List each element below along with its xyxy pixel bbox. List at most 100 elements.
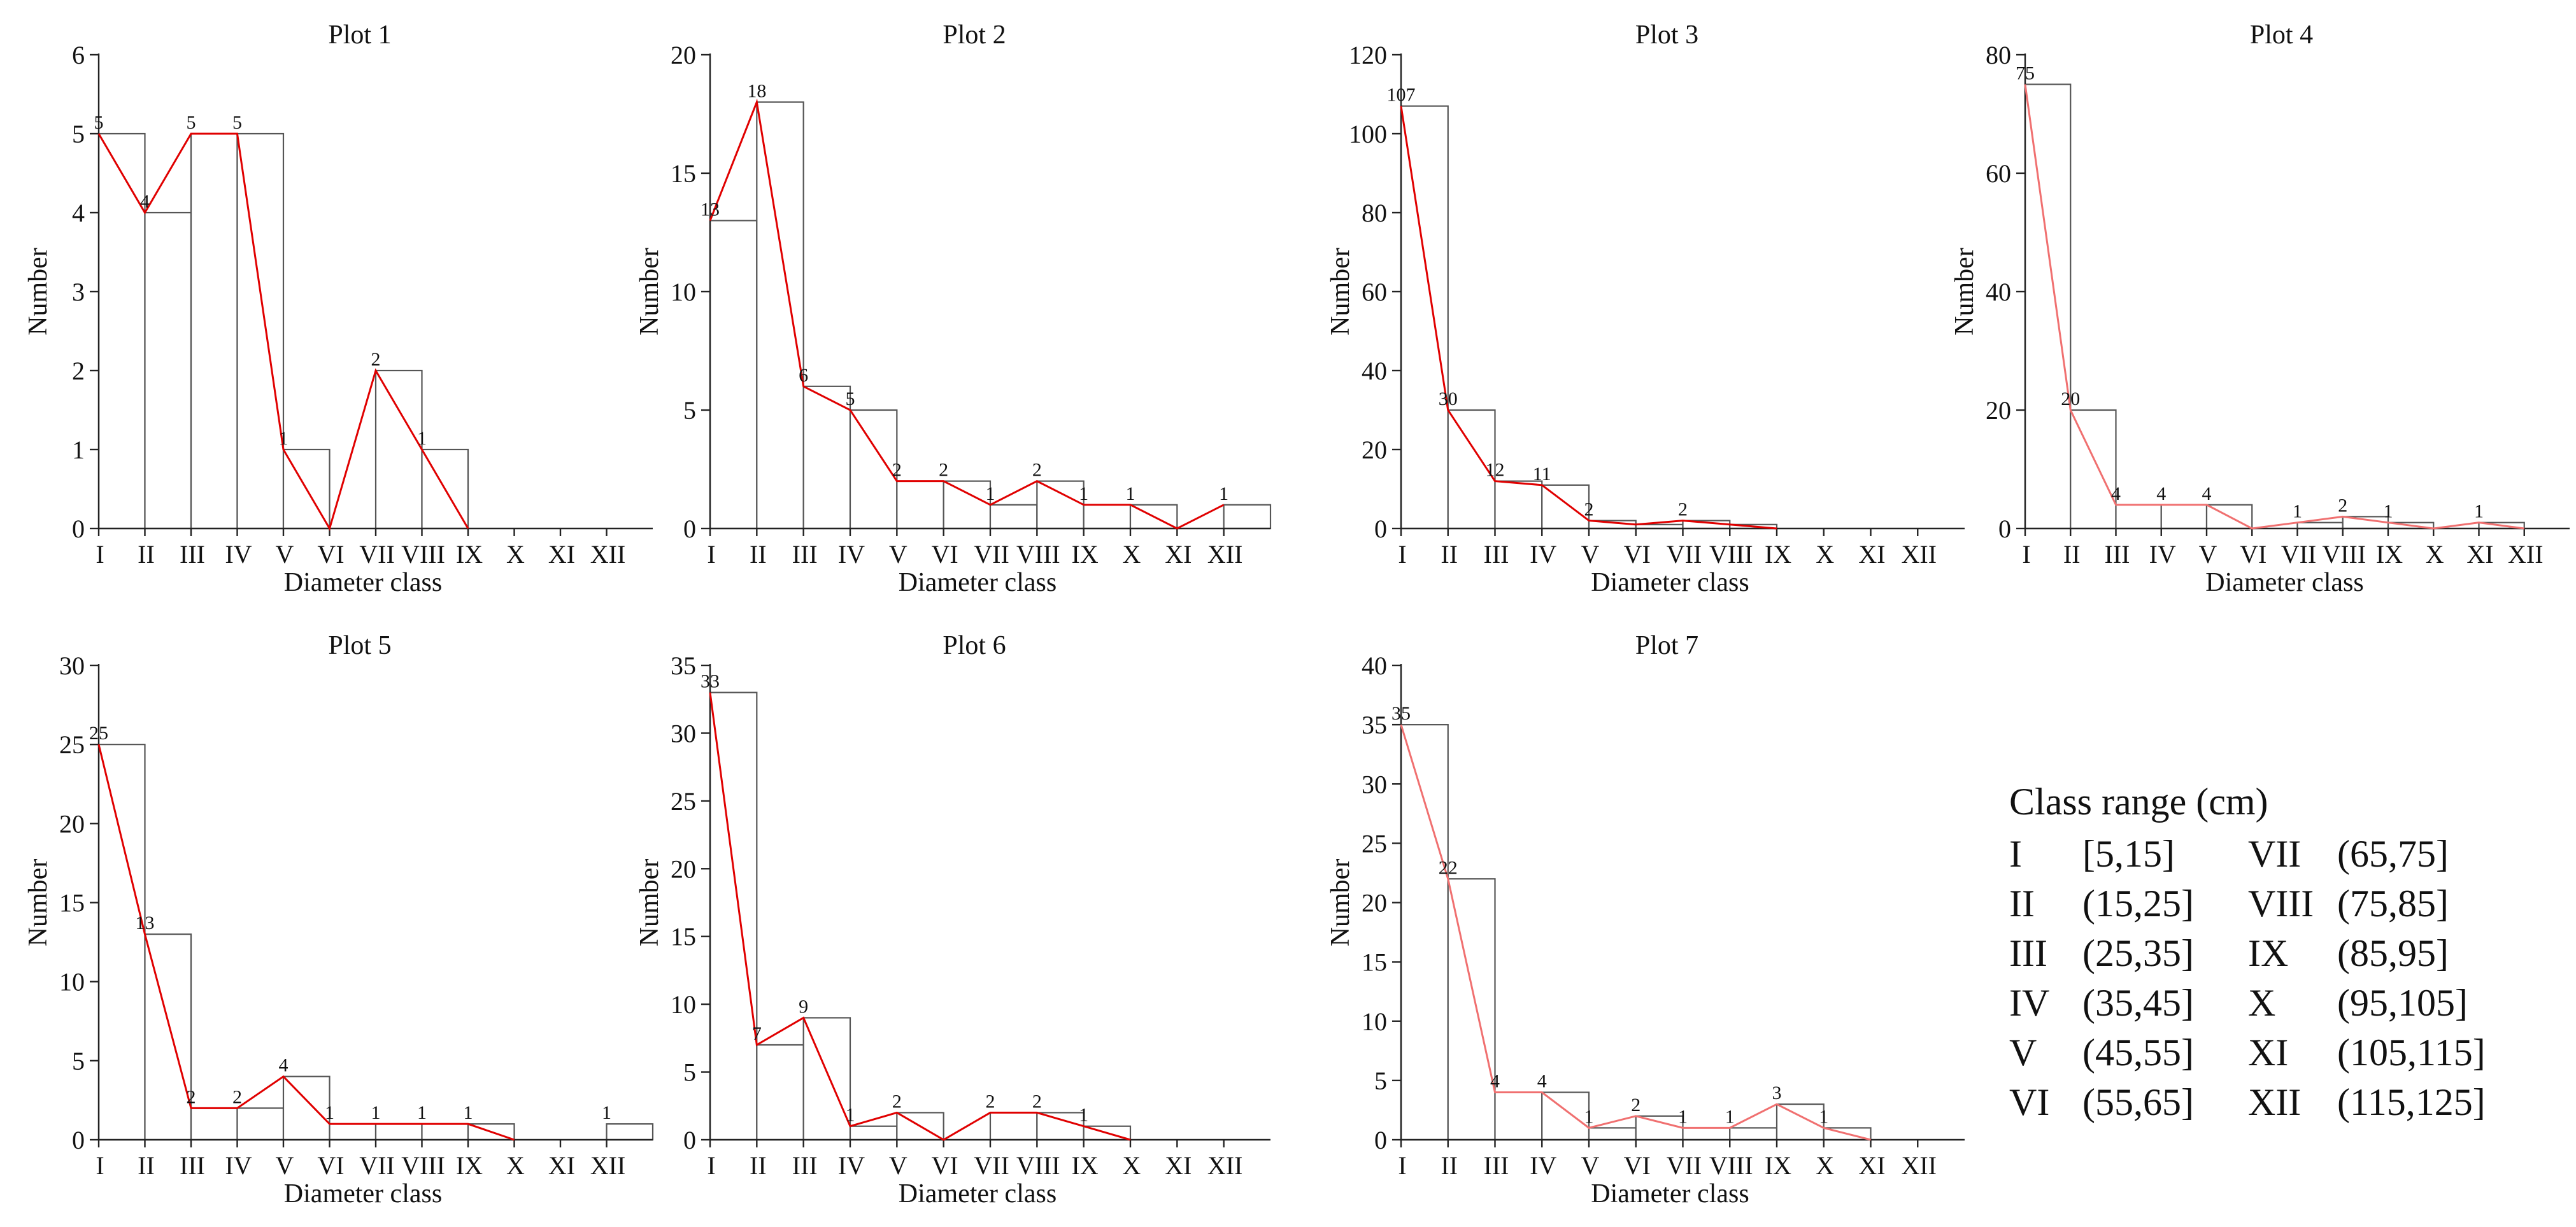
legend-range: (25,35] — [2082, 932, 2194, 974]
y-tick-label: 30 — [59, 651, 85, 680]
y-tick-label: 120 — [1349, 41, 1387, 69]
x-tick-label: VII — [974, 1151, 1009, 1180]
data-label: 2 — [232, 1086, 242, 1107]
data-label: 13 — [136, 912, 155, 933]
x-tick-label: VII — [1667, 1151, 1702, 1180]
y-tick-label: 40 — [1362, 357, 1387, 385]
y-tick-label: 4 — [72, 199, 85, 227]
data-label: 2 — [1631, 1095, 1640, 1116]
data-label: 2 — [1032, 1091, 1042, 1112]
x-tick-label: IX — [456, 1151, 483, 1180]
y-axis-title: Number — [1326, 248, 1355, 336]
legend-range: (105,115] — [2337, 1032, 2486, 1074]
x-tick-label: II — [750, 540, 767, 569]
bar-XII — [606, 1123, 654, 1141]
data-label: 1 — [1079, 1105, 1088, 1126]
y-tick-label: 2 — [72, 357, 85, 385]
x-tick-label: X — [506, 540, 525, 569]
x-tick-label: II — [1441, 1151, 1458, 1180]
legend-class: VIII — [2248, 883, 2314, 925]
data-label: 4 — [2156, 483, 2166, 504]
legend-row-ix: IX (85,95] — [2248, 932, 2449, 975]
y-tick-label: 15 — [1362, 948, 1387, 977]
x-tick-label: VIII — [1016, 540, 1060, 569]
y-tick-label: 15 — [671, 159, 696, 188]
y-tick-label: 20 — [59, 809, 85, 838]
y-tick-label: 10 — [671, 990, 696, 1019]
y-tick-label: 0 — [72, 1126, 85, 1154]
bar-IX — [1775, 1103, 1825, 1141]
y-tick-label: 5 — [683, 1058, 696, 1087]
x-tick-label: III — [792, 540, 818, 569]
x-tick-label: VIII — [401, 540, 445, 569]
data-label: 107 — [1387, 85, 1416, 106]
legend-range: (15,25] — [2082, 883, 2194, 925]
y-tick-label: 35 — [1362, 711, 1387, 739]
y-axis-title: Number — [1950, 248, 1979, 336]
x-tick-label: XI — [1165, 540, 1192, 569]
x-tick-label: IX — [1765, 540, 1791, 569]
legend-row-x: X (95,105] — [2248, 981, 2468, 1025]
x-tick-label: V — [276, 540, 294, 569]
bar-VIII — [1729, 1127, 1778, 1141]
data-label: 4 — [2202, 483, 2212, 504]
x-tick-label: VIII — [1709, 1151, 1753, 1180]
data-label: 1 — [279, 428, 288, 449]
bar-III — [190, 132, 238, 530]
x-tick-label: VI — [932, 540, 958, 569]
data-label: 4 — [1537, 1071, 1547, 1092]
data-label: 4 — [1490, 1071, 1500, 1092]
x-axis-title: Diameter class — [2205, 568, 2363, 597]
plot-title: Plot 4 — [2250, 20, 2313, 50]
data-label: 4 — [2111, 483, 2121, 504]
bar-II — [144, 933, 192, 1141]
x-tick-label: I — [707, 1151, 715, 1180]
x-tick-label: III — [792, 1151, 818, 1180]
x-tick-label: IX — [1072, 540, 1099, 569]
y-tick-label: 20 — [1986, 396, 2011, 425]
x-tick-label: III — [180, 1151, 205, 1180]
data-label: 2 — [1032, 460, 1042, 481]
bar-I — [2024, 83, 2072, 530]
data-label: 13 — [701, 199, 720, 220]
bar-II — [1447, 878, 1496, 1141]
legend-class: II — [2009, 883, 2035, 925]
y-tick-label: 5 — [1374, 1067, 1387, 1095]
legend-class: VII — [2248, 833, 2302, 875]
data-label: 4 — [140, 191, 150, 212]
x-tick-label: VIII — [1016, 1151, 1060, 1180]
x-tick-label: VII — [359, 540, 395, 569]
data-label: 22 — [1439, 857, 1458, 878]
data-label: 35 — [1391, 703, 1411, 724]
legend-range: (45,55] — [2082, 1032, 2194, 1074]
x-tick-label: XII — [1901, 540, 1937, 569]
y-tick-label: 30 — [671, 719, 696, 748]
bar-I — [1400, 724, 1449, 1141]
bar-II — [144, 211, 192, 530]
x-tick-label: III — [180, 540, 205, 569]
x-tick-label: IV — [838, 1151, 865, 1180]
y-axis-title: Number — [24, 859, 53, 947]
bar-VIII — [1036, 480, 1085, 530]
bar-I — [97, 132, 146, 530]
legend-range: (95,105] — [2337, 982, 2468, 1024]
x-tick-label: XI — [1858, 1151, 1885, 1180]
bar-IV — [1541, 1091, 1590, 1141]
x-tick-label: VI — [2240, 540, 2266, 569]
data-label: 1 — [2293, 501, 2302, 522]
data-label: 1 — [846, 1105, 855, 1126]
x-tick-label: XI — [548, 1151, 575, 1180]
frequency-line — [2024, 84, 2524, 530]
x-tick-label: XI — [548, 540, 575, 569]
data-label: 2 — [892, 460, 902, 481]
x-tick-label: XII — [590, 540, 626, 569]
y-tick-label: 20 — [671, 41, 696, 69]
y-tick-label: 80 — [1986, 41, 2011, 69]
legend-row-ii: II (15,25] — [2009, 882, 2194, 926]
data-label: 5 — [187, 112, 196, 133]
x-tick-label: IX — [2376, 540, 2403, 569]
x-tick-label: X — [1816, 540, 1834, 569]
